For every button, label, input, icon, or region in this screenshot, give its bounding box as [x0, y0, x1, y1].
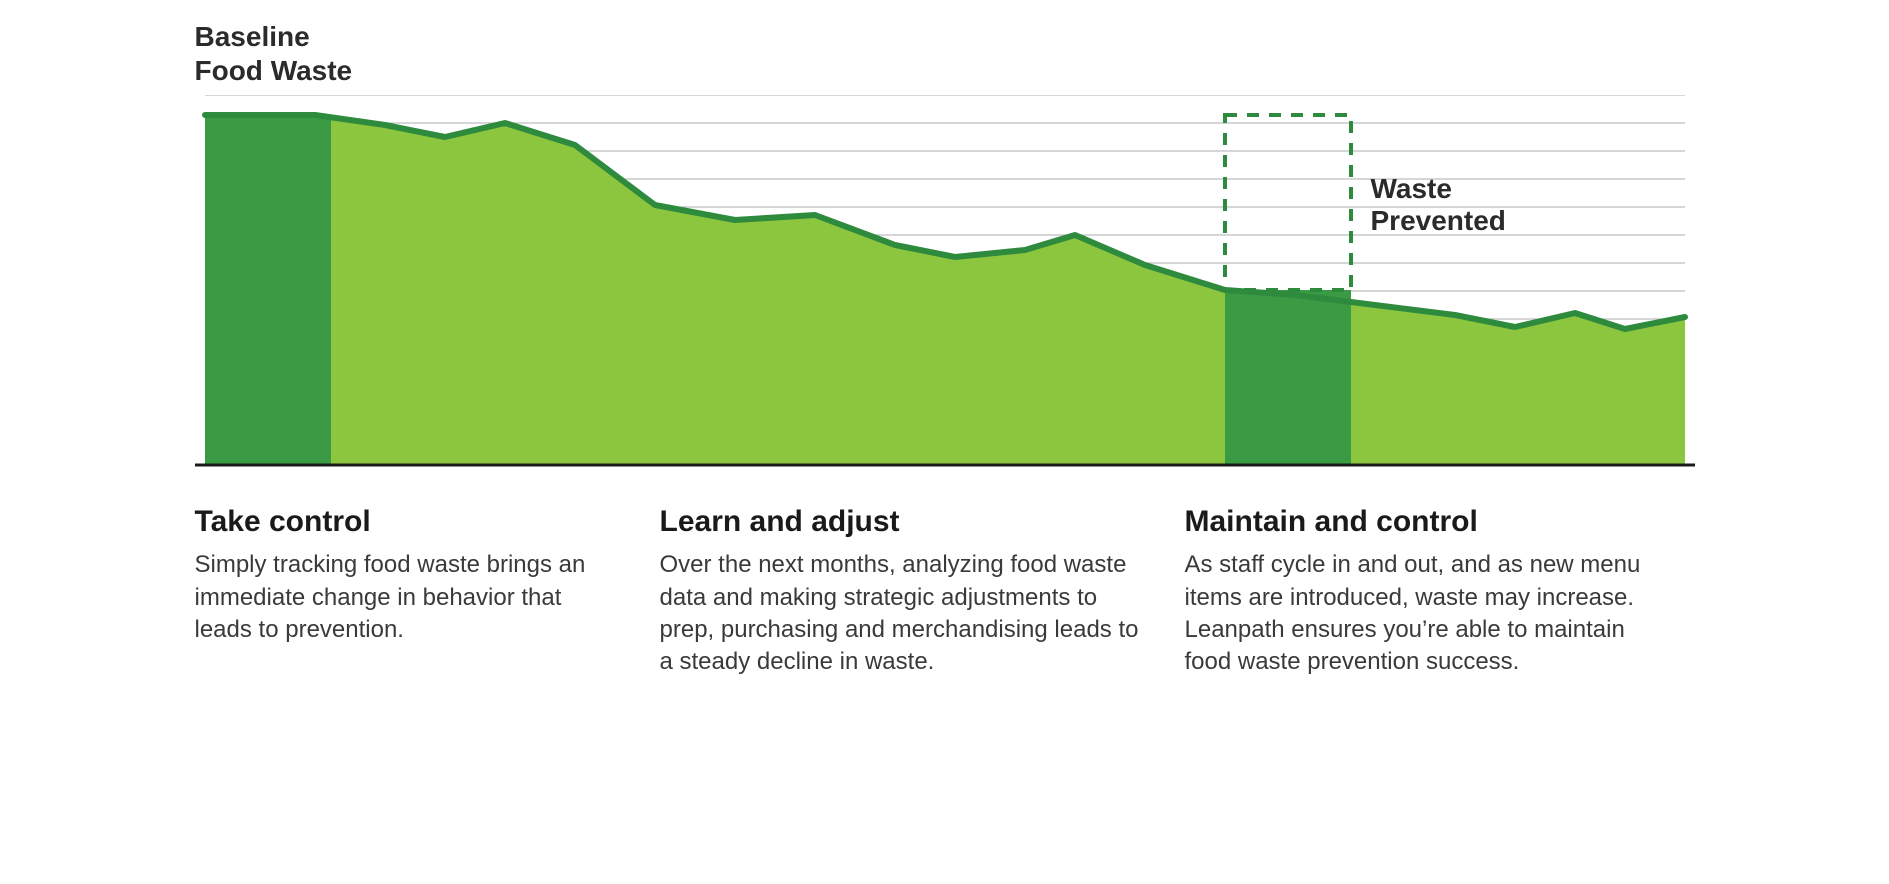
waste-prevented-label: Waste Prevented [1371, 173, 1506, 237]
baseline-line1: Baseline [195, 20, 1695, 54]
waste-trend-chart: Waste Prevented [195, 95, 1695, 475]
caption-body: Over the next months, analyzing food was… [660, 549, 1145, 679]
caption-body: Simply tracking food waste brings an imm… [195, 549, 620, 646]
chart-svg [195, 95, 1695, 475]
caption-heading: Maintain and control [1185, 505, 1655, 539]
baseline-line2: Food Waste [195, 54, 1695, 88]
caption-maintain-control: Maintain and control As staff cycle in a… [1185, 505, 1695, 679]
infographic-root: Baseline Food Waste Waste Prevented Take… [195, 20, 1695, 679]
baseline-label: Baseline Food Waste [195, 20, 1695, 87]
waste-prevented-line2: Prevented [1371, 205, 1506, 237]
caption-heading: Take control [195, 505, 620, 539]
caption-learn-adjust: Learn and adjust Over the next months, a… [660, 505, 1185, 679]
caption-take-control: Take control Simply tracking food waste … [195, 505, 660, 679]
caption-heading: Learn and adjust [660, 505, 1145, 539]
caption-row: Take control Simply tracking food waste … [195, 505, 1695, 679]
caption-body: As staff cycle in and out, and as new me… [1185, 549, 1655, 679]
waste-prevented-line1: Waste [1371, 173, 1506, 205]
